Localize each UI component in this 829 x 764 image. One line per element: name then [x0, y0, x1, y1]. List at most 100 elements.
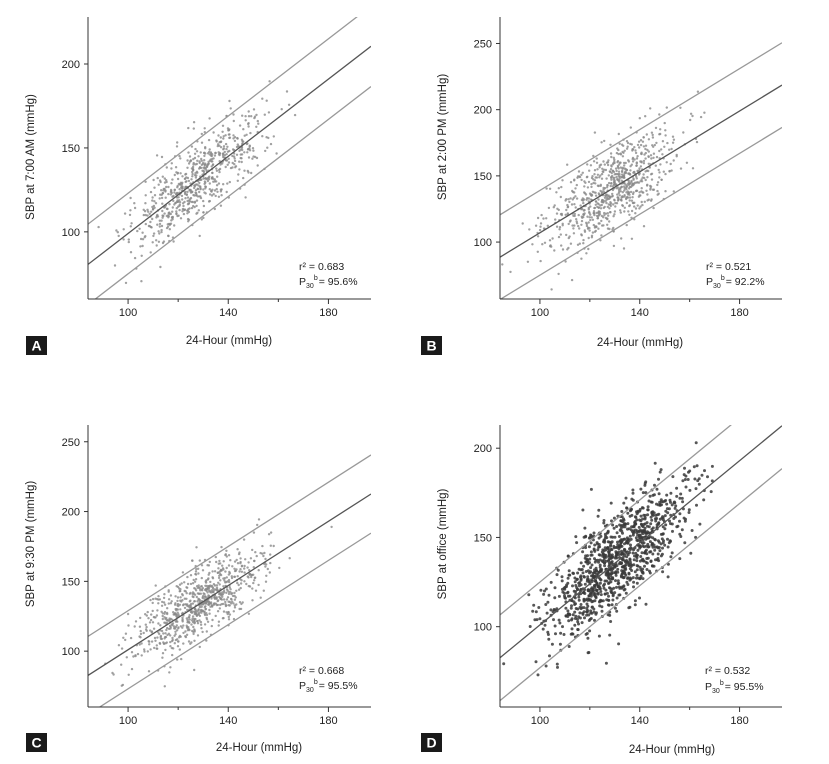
panel-b-data-point — [621, 191, 624, 194]
panel-a-data-point — [266, 146, 269, 149]
panel-c-data-point — [139, 629, 142, 633]
panel-d-data-point — [641, 506, 645, 510]
panel-b-data-point — [536, 250, 539, 253]
panel-c-data-point — [227, 618, 231, 621]
panel-c-data-point — [272, 544, 275, 548]
panel-c-data-point — [173, 603, 177, 606]
panel-a-data-point — [287, 103, 291, 107]
panel-d-data-point — [585, 557, 589, 561]
panel-b-data-point — [591, 231, 595, 234]
panel-c-data-point — [161, 612, 164, 615]
panel-c-data-point — [227, 611, 230, 614]
panel-b-data-point — [672, 159, 675, 162]
panel-c-data-point — [238, 570, 241, 573]
panel-c-data-point — [217, 567, 220, 570]
panel-d-data-point — [634, 536, 638, 540]
panel-c-data-point — [239, 562, 242, 565]
panel-d-data-point — [645, 568, 649, 571]
panel-d-data-point — [663, 514, 667, 518]
panel-d-data-point — [637, 576, 640, 580]
panel-b-data-point — [623, 189, 626, 192]
panel-d-data-point — [579, 603, 583, 606]
panel-b-data-point — [636, 155, 639, 158]
panel-d-data-point — [656, 503, 660, 507]
panel-c-data-point — [184, 635, 187, 638]
panel-d-data-point — [634, 576, 638, 580]
panel-b-data-point — [634, 207, 638, 210]
panel-d-data-point — [582, 606, 586, 610]
panel-b-data-point — [583, 230, 587, 233]
panel-a-data-point — [190, 206, 194, 210]
panel-c-data-point — [195, 585, 199, 588]
panel-a-data-point — [176, 199, 179, 202]
panel-b: B 24-Hour (mmHg) SBP at 2:00 PM (mmHg) r… — [421, 17, 782, 355]
panel-c-data-point — [236, 562, 240, 565]
panel-c-data-point — [233, 567, 236, 570]
panel-c-data-point — [182, 624, 185, 627]
panel-b-data-point — [615, 169, 618, 173]
panel-c-data-point — [151, 621, 155, 624]
panel-b-data-point — [630, 199, 634, 202]
panel-c-data-point — [147, 617, 150, 620]
panel-b-data-point — [612, 244, 616, 248]
panel-c-data-point — [175, 585, 178, 588]
panel-b-data-point — [610, 182, 613, 185]
panel-d-regression-line — [500, 425, 782, 659]
panel-c-data-point — [197, 567, 200, 570]
panel-d-data-point — [706, 475, 709, 479]
panel-d-data-point — [633, 522, 637, 526]
panel-b-data-point — [565, 233, 568, 237]
panel-a-data-point — [199, 151, 202, 154]
panel-b-data-point — [630, 209, 634, 213]
panel-c-data-point — [224, 553, 227, 556]
panel-d-data-point — [603, 592, 607, 596]
panel-c-data-point — [233, 604, 236, 607]
panel-b-data-point — [620, 143, 624, 146]
panel-d-data-point — [614, 579, 617, 583]
panel-c-data-point — [231, 600, 234, 603]
panel-b-data-point — [617, 170, 621, 173]
panel-c-data-point — [216, 571, 219, 574]
panel-d-data-point — [645, 524, 649, 528]
panel-b-data-point — [618, 163, 621, 166]
panel-a-data-point — [222, 135, 225, 138]
panel-a-data-point — [176, 184, 179, 188]
panel-c-data-point — [195, 613, 198, 616]
panel-b-data-point — [609, 152, 613, 155]
panel-d-data-point — [631, 488, 635, 492]
panel-b-data-point — [629, 169, 632, 172]
panel-c-data-point — [186, 586, 189, 589]
panel-b-data-point — [648, 166, 651, 169]
panel-a-data-point — [181, 210, 184, 213]
panel-b-data-point — [616, 166, 620, 169]
panel-b-data-point — [602, 170, 605, 174]
panel-b-data-point — [679, 167, 683, 170]
panel-b-data-point — [699, 115, 703, 119]
panel-a-regression-line — [88, 45, 371, 265]
panel-a-data-point — [180, 182, 184, 186]
panel-a-data-point — [218, 167, 222, 171]
panel-c-data-point — [180, 600, 183, 603]
panel-b-data-point — [611, 185, 614, 188]
panel-c-data-point — [180, 657, 183, 661]
panel-a-data-point — [215, 169, 219, 172]
panel-c-data-point — [189, 604, 192, 607]
panel-c-data-point — [288, 557, 291, 560]
panel-c-data-point — [222, 577, 225, 580]
panel-b-data-point — [582, 213, 585, 216]
panel-d-data-point — [606, 598, 610, 602]
panel-a-data-point — [129, 209, 132, 212]
panel-a-data-point — [180, 184, 183, 188]
panel-d-data-point — [634, 551, 638, 555]
panel-d-y-tick-label: 150 — [474, 532, 492, 544]
panel-b-regression-line — [500, 84, 782, 258]
panel-d-data-point — [607, 594, 610, 598]
panel-a-data-point — [219, 136, 222, 139]
panel-c-data-point — [228, 580, 231, 584]
panel-b-data-point — [633, 158, 636, 161]
panel-b-data-point — [703, 111, 706, 114]
panel-c-data-point — [156, 609, 159, 612]
panel-d-data-point — [610, 548, 614, 552]
panel-d-data-point — [610, 603, 614, 607]
